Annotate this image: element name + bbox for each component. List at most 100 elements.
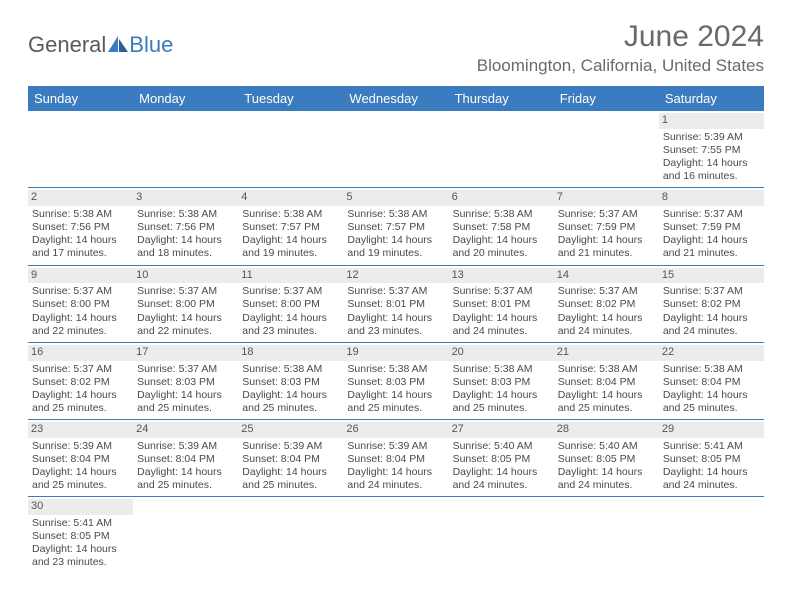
day-info-line: Sunset: 8:05 PM [558,453,655,466]
day-info-line: Sunrise: 5:37 AM [242,285,339,298]
day-info-line: Daylight: 14 hours [453,389,550,402]
day-number: 3 [133,190,238,206]
day-info-line: Daylight: 14 hours [663,466,760,479]
empty-cell [28,111,133,187]
empty-cell [659,497,764,573]
title-block: June 2024 Bloomington, California, Unite… [477,20,764,76]
empty-cell [343,497,448,573]
day-info-line: Daylight: 14 hours [32,312,129,325]
day-info-line: Daylight: 14 hours [32,543,129,556]
day-info-line: and 22 minutes. [137,325,234,338]
week-row: 23Sunrise: 5:39 AMSunset: 8:04 PMDayligh… [28,420,764,497]
day-info-line: and 23 minutes. [347,325,444,338]
day-info-line: and 21 minutes. [558,247,655,260]
day-info-line: Sunrise: 5:37 AM [453,285,550,298]
day-info-line: Daylight: 14 hours [453,312,550,325]
day-info-line: Sunset: 8:04 PM [242,453,339,466]
day-number: 22 [659,345,764,361]
day-cell: 25Sunrise: 5:39 AMSunset: 8:04 PMDayligh… [238,420,343,496]
day-cell: 1Sunrise: 5:39 AMSunset: 7:55 PMDaylight… [659,111,764,187]
day-info-line: and 22 minutes. [32,325,129,338]
day-info-line: Daylight: 14 hours [347,234,444,247]
day-number: 20 [449,345,554,361]
day-info-line: Daylight: 14 hours [558,234,655,247]
day-info-line: and 25 minutes. [137,479,234,492]
day-info-line: Sunrise: 5:37 AM [32,285,129,298]
day-info-line: and 24 minutes. [347,479,444,492]
day-info-line: Sunrise: 5:37 AM [347,285,444,298]
day-number: 12 [343,268,448,284]
day-cell: 30Sunrise: 5:41 AMSunset: 8:05 PMDayligh… [28,497,133,573]
empty-cell [343,111,448,187]
day-info-line: and 25 minutes. [32,479,129,492]
day-info-line: Sunrise: 5:37 AM [663,208,760,221]
day-info-line: Daylight: 14 hours [453,466,550,479]
day-info-line: Sunset: 8:00 PM [242,298,339,311]
day-number: 21 [554,345,659,361]
day-cell: 14Sunrise: 5:37 AMSunset: 8:02 PMDayligh… [554,266,659,342]
day-number: 27 [449,422,554,438]
day-info-line: Daylight: 14 hours [663,234,760,247]
day-info-line: Sunrise: 5:40 AM [558,440,655,453]
day-cell: 12Sunrise: 5:37 AMSunset: 8:01 PMDayligh… [343,266,448,342]
day-number: 19 [343,345,448,361]
day-info-line: Daylight: 14 hours [558,389,655,402]
day-info-line: Sunset: 7:57 PM [242,221,339,234]
week-row: 2Sunrise: 5:38 AMSunset: 7:56 PMDaylight… [28,188,764,265]
day-info-line: Sunset: 8:02 PM [558,298,655,311]
day-info-line: Daylight: 14 hours [137,466,234,479]
day-headers-row: SundayMondayTuesdayWednesdayThursdayFrid… [28,86,764,111]
day-info-line: Sunrise: 5:41 AM [32,517,129,530]
day-header-sunday: Sunday [28,86,133,111]
day-cell: 28Sunrise: 5:40 AMSunset: 8:05 PMDayligh… [554,420,659,496]
day-number: 18 [238,345,343,361]
day-number: 17 [133,345,238,361]
logo-sail-icon [108,32,128,58]
day-cell: 3Sunrise: 5:38 AMSunset: 7:56 PMDaylight… [133,188,238,264]
day-info-line: Sunrise: 5:40 AM [453,440,550,453]
day-cell: 19Sunrise: 5:38 AMSunset: 8:03 PMDayligh… [343,343,448,419]
day-info-line: Sunrise: 5:37 AM [558,285,655,298]
day-cell: 18Sunrise: 5:38 AMSunset: 8:03 PMDayligh… [238,343,343,419]
day-info-line: Sunrise: 5:39 AM [347,440,444,453]
day-cell: 21Sunrise: 5:38 AMSunset: 8:04 PMDayligh… [554,343,659,419]
day-number: 2 [28,190,133,206]
day-number: 16 [28,345,133,361]
day-info-line: Daylight: 14 hours [32,234,129,247]
day-info-line: Daylight: 14 hours [453,234,550,247]
day-info-line: Sunset: 8:03 PM [242,376,339,389]
day-header-tuesday: Tuesday [238,86,343,111]
month-title: June 2024 [477,20,764,54]
day-info-line: Sunrise: 5:39 AM [242,440,339,453]
day-cell: 17Sunrise: 5:37 AMSunset: 8:03 PMDayligh… [133,343,238,419]
day-info-line: Sunrise: 5:37 AM [137,363,234,376]
day-number: 6 [449,190,554,206]
day-info-line: Sunrise: 5:38 AM [347,363,444,376]
day-number: 5 [343,190,448,206]
day-cell: 8Sunrise: 5:37 AMSunset: 7:59 PMDaylight… [659,188,764,264]
day-info-line: and 19 minutes. [347,247,444,260]
day-info-line: Sunset: 8:02 PM [663,298,760,311]
day-info-line: Daylight: 14 hours [242,312,339,325]
empty-cell [238,497,343,573]
logo-text-2: Blue [129,32,173,58]
day-info-line: and 23 minutes. [242,325,339,338]
empty-cell [449,497,554,573]
empty-cell [554,497,659,573]
day-info-line: and 20 minutes. [453,247,550,260]
day-cell: 15Sunrise: 5:37 AMSunset: 8:02 PMDayligh… [659,266,764,342]
day-info-line: and 24 minutes. [663,479,760,492]
day-info-line: Sunset: 8:03 PM [347,376,444,389]
day-info-line: and 23 minutes. [32,556,129,569]
day-cell: 2Sunrise: 5:38 AMSunset: 7:56 PMDaylight… [28,188,133,264]
day-info-line: Sunset: 7:56 PM [137,221,234,234]
day-info-line: Daylight: 14 hours [32,466,129,479]
day-info-line: Sunrise: 5:38 AM [453,363,550,376]
day-info-line: and 24 minutes. [453,479,550,492]
day-cell: 26Sunrise: 5:39 AMSunset: 8:04 PMDayligh… [343,420,448,496]
day-info-line: Daylight: 14 hours [558,466,655,479]
day-number: 13 [449,268,554,284]
week-row: 30Sunrise: 5:41 AMSunset: 8:05 PMDayligh… [28,497,764,573]
week-row: 16Sunrise: 5:37 AMSunset: 8:02 PMDayligh… [28,343,764,420]
day-cell: 13Sunrise: 5:37 AMSunset: 8:01 PMDayligh… [449,266,554,342]
